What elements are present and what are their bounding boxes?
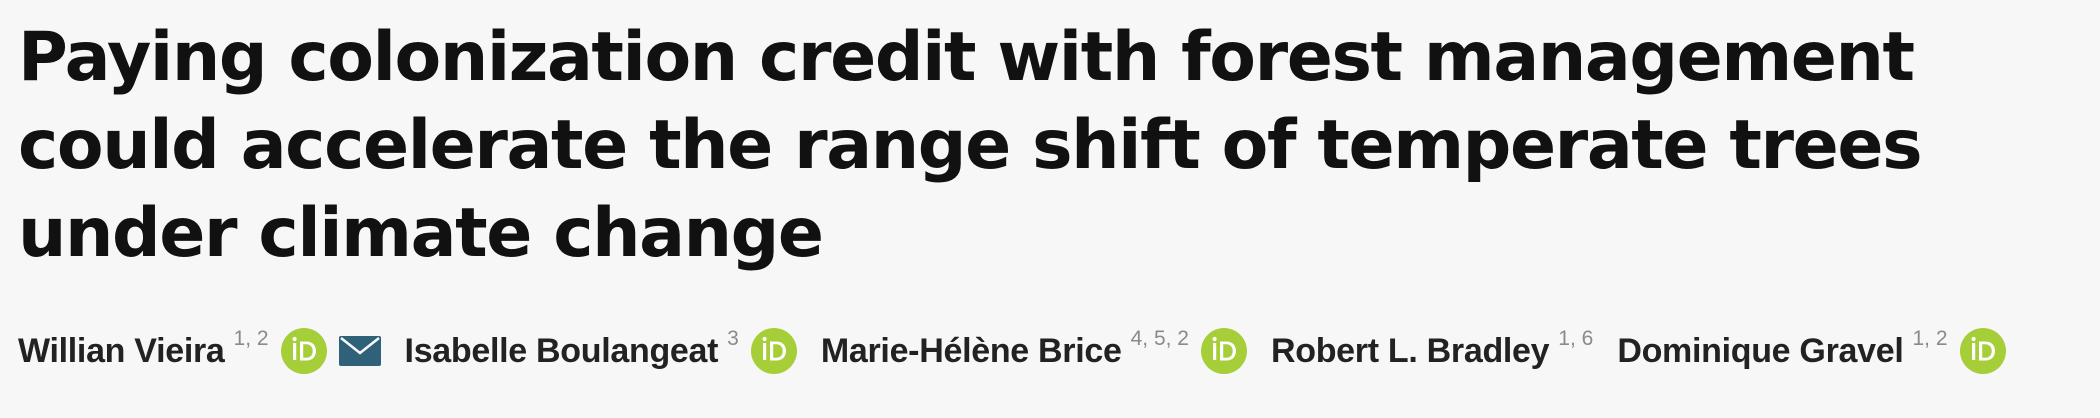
author-affiliations: 3 [727,327,739,350]
article-title: Paying colonization credit with forest m… [18,18,1923,273]
author-affiliations: 4, 5, 2 [1130,327,1189,350]
author-affiliations: 1, 6 [1558,327,1594,350]
orcid-icon[interactable] [750,328,797,374]
author-item: Robert L. Bradley 1, 6 [1270,327,1594,373]
author-item: Willian Vieira 1, 2 [18,327,381,374]
article-header: Paying colonization credit with forest m… [18,18,2084,374]
author-item: Dominique Gravel 1, 2 [1617,327,2006,374]
author-item: Marie-Hélène Brice 4, 5, 2 [820,327,1247,374]
orcid-icon[interactable] [280,328,327,374]
orcid-icon[interactable] [1200,328,1247,374]
author-name[interactable]: Marie-Hélène Brice [820,332,1122,370]
orcid-icon[interactable] [1959,328,2006,374]
author-name[interactable]: Isabelle Boulangeat [404,332,719,370]
author-item: Isabelle Boulangeat 3 [404,327,797,374]
mail-icon[interactable] [338,336,381,366]
author-list: Willian Vieira 1, 2 Isabelle Boulangeat … [18,327,2084,374]
author-name[interactable]: Willian Vieira [18,332,225,370]
author-affiliations: 1, 2 [1912,327,1948,350]
author-affiliations: 1, 2 [233,327,269,350]
author-name[interactable]: Dominique Gravel [1617,332,1904,370]
author-name[interactable]: Robert L. Bradley [1270,332,1550,370]
